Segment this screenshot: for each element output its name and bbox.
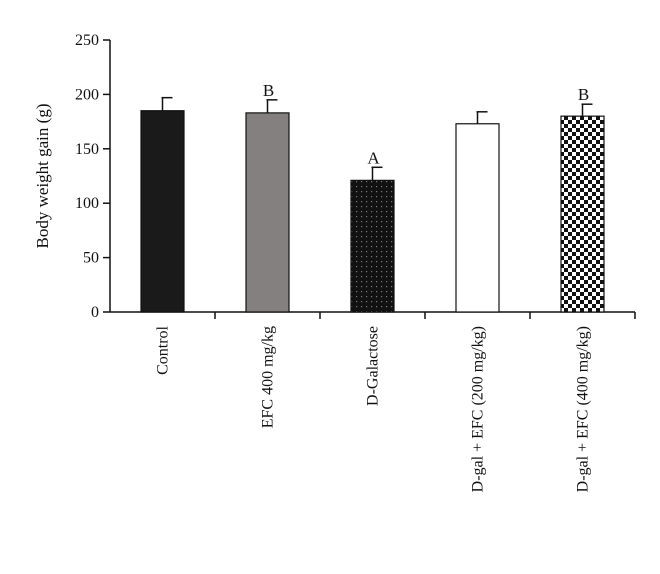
y-tick-label: 100 [75,195,99,212]
y-tick-label: 50 [83,250,99,267]
category-label: Control [155,325,172,374]
bar [245,112,290,313]
y-tick-label: 200 [75,86,99,103]
category-labels: Control EFC 400 mg/kg D-Galactose D-gal + E… [155,325,592,492]
y-ticks: 0 50 100 150 200 250 [75,32,110,321]
category-label: D-gal + EFC (400 mg/kg) [575,326,592,492]
significance-label: A [367,148,380,167]
bar [455,123,500,313]
category-label: EFC 400 mg/kg [260,326,277,428]
category-label: D-gal + EFC (200 mg/kg) [470,326,487,492]
bar [350,179,395,313]
bars [140,110,605,313]
y-axis-title: Body weight gain (g) [33,104,52,249]
y-tick-label: 150 [75,141,99,158]
y-tick-label: 250 [75,32,99,49]
bar [140,110,185,313]
x-ticks [214,312,636,319]
error-bars [161,96,593,181]
y-tick-label: 0 [91,304,99,321]
significance-label: B [263,81,274,100]
bar [560,115,605,313]
category-label: D-Galactose [365,326,382,406]
axes: 0 50 100 150 200 250 [75,32,636,321]
significance-label: B [578,85,589,104]
significance-labels: B A B [263,81,589,167]
